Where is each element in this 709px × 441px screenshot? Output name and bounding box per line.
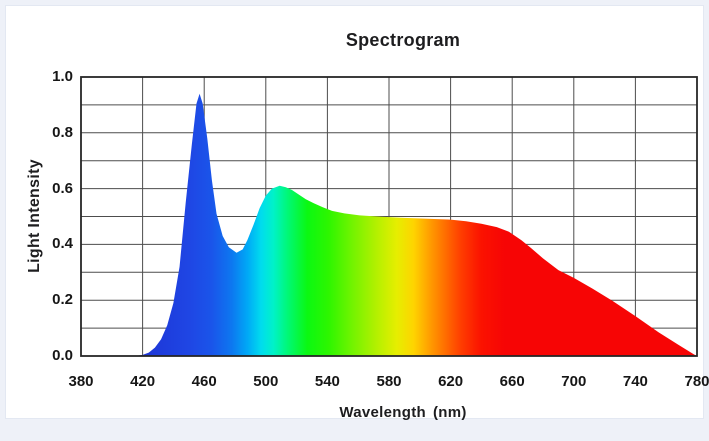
- chart-card: Spectrogram 0.0 0.2 0.4 0.6 0.8 1.0 380 420 460…: [5, 5, 709, 421]
- x-tick-label: 780: [684, 373, 709, 390]
- x-tick-label: 660: [499, 373, 525, 390]
- x-tick-label: 620: [438, 373, 464, 390]
- spectrum-plot: [80, 76, 698, 357]
- y-tick-label: 0.8: [52, 123, 73, 141]
- x-tick-label: 700: [561, 373, 587, 390]
- x-tick-label: 500: [253, 373, 279, 390]
- x-tick-label: 540: [314, 373, 340, 390]
- x-tick-label: 420: [130, 373, 156, 390]
- x-axis-title-text: Wavelength: [339, 404, 426, 421]
- x-tick-label: 580: [376, 373, 402, 390]
- y-tick-label: 1.0: [52, 68, 73, 85]
- y-axis-title: Light Intensity: [26, 159, 43, 273]
- spectrum-area-series: [81, 93, 697, 357]
- x-axis-title-unit: (nm): [432, 404, 467, 421]
- x-tick-label: 740: [622, 373, 648, 390]
- plot-frame: [80, 76, 698, 357]
- chart-title: Spectrogram: [345, 30, 461, 50]
- x-tick-label: 460: [191, 373, 217, 390]
- y-tick-label: 0.6: [52, 179, 73, 197]
- x-tick-label: 380: [68, 373, 94, 390]
- y-tick-label: 0.0: [52, 347, 73, 364]
- x-axis-title: Wavelength (nm): [91, 404, 709, 421]
- y-tick-label: 0.4: [52, 235, 73, 253]
- y-tick-label: 0.2: [52, 291, 73, 309]
